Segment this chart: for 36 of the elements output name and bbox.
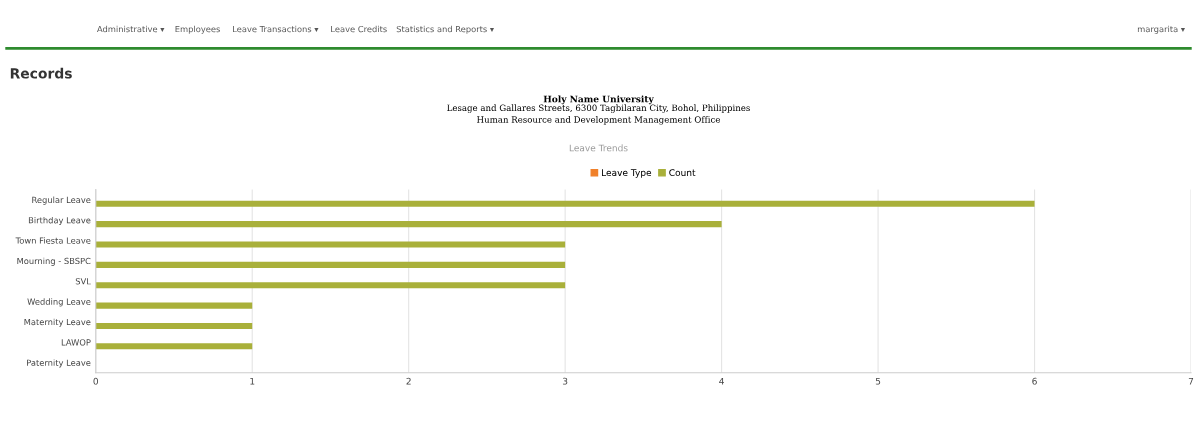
y-tick-label: Paternity Leave	[27, 359, 91, 368]
text: Records	[10, 67, 72, 79]
bar	[95, 221, 722, 228]
x-tick-label: 3	[562, 377, 568, 385]
bar	[95, 343, 253, 350]
chart-title: Leave Trends	[569, 144, 628, 152]
y-tick-label: LAWOP	[61, 339, 91, 346]
text: margarita ▾	[1137, 25, 1186, 34]
x-tick-label: 0	[93, 377, 99, 385]
bar	[95, 200, 1035, 207]
x-tick-label: 5	[875, 377, 881, 385]
text: Administrative ▾	[97, 25, 165, 33]
bar	[95, 261, 566, 268]
legend-label: Leave Type	[602, 169, 652, 178]
y-tick-label: Birthday Leave	[28, 216, 91, 225]
text: Employees	[175, 25, 220, 34]
bar	[95, 282, 566, 289]
y-tick-label: Wedding Leave	[27, 298, 91, 307]
y-tick-label: Regular Leave	[32, 196, 91, 205]
x-tick-label: 1	[250, 377, 255, 385]
y-tick-label: Town Fiesta Leave	[15, 237, 91, 244]
y-tick-label: Maternity Leave	[24, 318, 91, 327]
text: Statistics and Reports ▾	[396, 25, 495, 34]
text: Leave Credits	[331, 25, 387, 33]
bar	[95, 322, 253, 329]
text: Leave Transactions ▾	[233, 25, 319, 33]
chart-subtitle: Holy Name University Lesage and Gallares Streets, 6300 Tagbilaran City, Bohol, Philippines Human Resource and Development Management Office	[447, 95, 750, 125]
y-tick-label: Mourning - SBSPC	[17, 257, 91, 266]
legend-label: Count	[669, 169, 696, 177]
x-tick-label: 2	[406, 377, 411, 385]
bar	[95, 241, 566, 248]
x-tick-label: 6	[1032, 377, 1037, 385]
x-tick-label: 7	[1188, 377, 1194, 385]
x-tick-label: 4	[719, 377, 724, 385]
y-tick-label: SVL	[75, 278, 91, 285]
bar	[95, 302, 253, 309]
